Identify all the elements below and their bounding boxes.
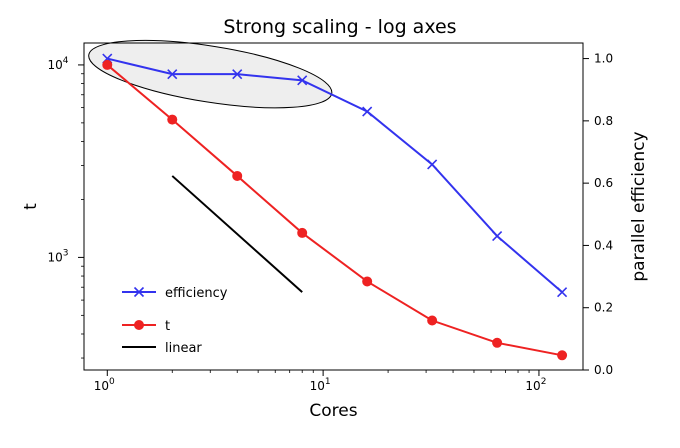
plot-frame [83, 42, 584, 371]
y-left-tick-label-exponent: 3 [63, 248, 69, 258]
legend-marker-t [134, 320, 144, 330]
y-right-tick-label: 1.0 [594, 52, 613, 66]
point-efficiency [427, 159, 438, 170]
y-right-tick-label: 0.8 [594, 114, 613, 128]
legend-label-t: t [165, 319, 170, 334]
chart-title: Strong scaling - log axes [223, 16, 456, 38]
legend-label-linear: linear [165, 341, 202, 356]
point-efficiency [232, 69, 243, 80]
y-right-tick-label: 0.6 [594, 176, 613, 190]
x-tick-label-exponent: 2 [541, 377, 547, 387]
x-tick-label-base: 10 [525, 379, 540, 393]
point-t [297, 227, 308, 238]
x-tick-label: 101 [310, 377, 331, 393]
x-axis-label: Cores [309, 401, 357, 421]
series-lines [106, 57, 563, 357]
y-right-tick-label: 0.2 [594, 301, 613, 315]
x-tick-label-base: 10 [94, 379, 109, 393]
point-t [102, 59, 113, 70]
point-efficiency [167, 69, 178, 80]
y-right-tick-label: 0.0 [594, 363, 613, 377]
point-t [362, 276, 373, 287]
x-tick-label: 102 [525, 377, 546, 393]
legend-label-efficiency: efficiency [165, 286, 228, 301]
y-left-tick-label: 104 [47, 56, 68, 72]
y-left-tick-label-exponent: 4 [63, 56, 69, 66]
point-t [557, 350, 568, 361]
point-t [232, 170, 243, 181]
y-right-tick-label: 0.4 [594, 238, 613, 252]
point-efficiency [492, 231, 503, 242]
y-axis-left-label: t [21, 203, 41, 210]
x-tick-label: 100 [94, 377, 115, 393]
x-tick-label-base: 10 [310, 379, 325, 393]
y-left-tick-label-base: 10 [47, 58, 62, 72]
series-markers [102, 53, 568, 361]
y-left-tick-label: 103 [47, 248, 68, 264]
point-efficiency [297, 75, 308, 86]
point-t [427, 315, 438, 326]
y-axis-right-label: parallel efficiency [629, 131, 649, 281]
point-efficiency [362, 106, 373, 117]
series-line-t [106, 64, 563, 357]
point-t [492, 337, 503, 348]
x-tick-label-exponent: 1 [325, 377, 331, 387]
series-line-linear [171, 175, 303, 293]
legend: efficiency t linear [122, 286, 228, 356]
x-tick-label-exponent: 0 [109, 377, 115, 387]
point-efficiency [557, 287, 568, 298]
legend-marker-efficiency [133, 286, 145, 298]
series-line-efficiency [107, 57, 563, 293]
point-t [167, 114, 178, 125]
y-left-tick-label-base: 10 [47, 250, 62, 264]
